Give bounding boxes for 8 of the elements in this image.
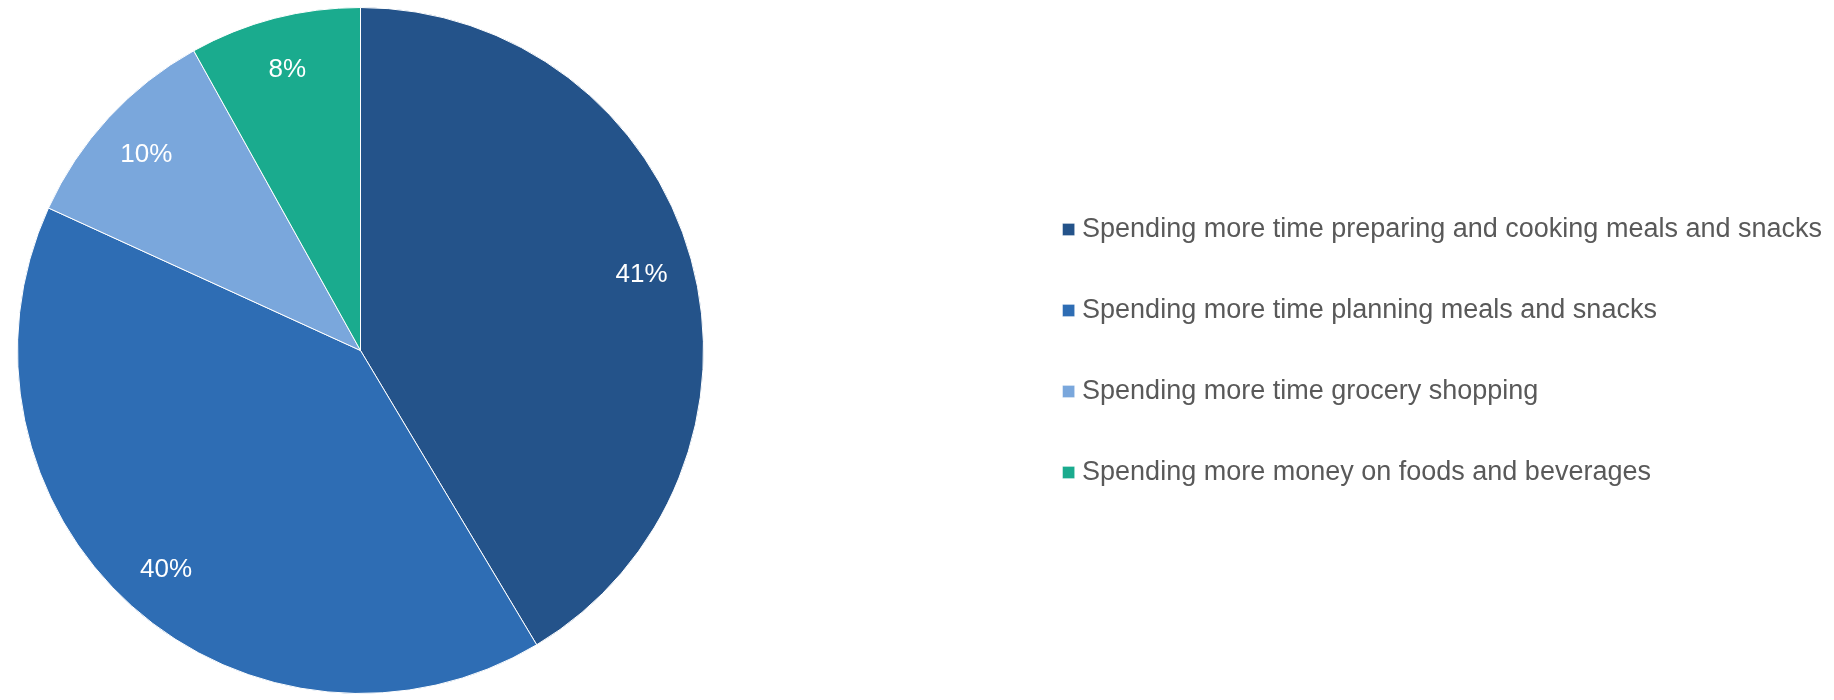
legend-label: Spending more time planning meals and snacks [1082, 294, 1657, 325]
data-label: 10% [120, 137, 173, 168]
legend-label: Spending more time grocery shopping [1082, 375, 1539, 406]
legend-label: Spending more time preparing and cooking meals and snacks [1082, 213, 1822, 244]
data-label: 41% [615, 257, 668, 288]
data-label: 8% [268, 53, 307, 84]
legend-label: Spending more money on foods and beverages [1082, 456, 1651, 487]
data-label: 40% [140, 552, 193, 583]
